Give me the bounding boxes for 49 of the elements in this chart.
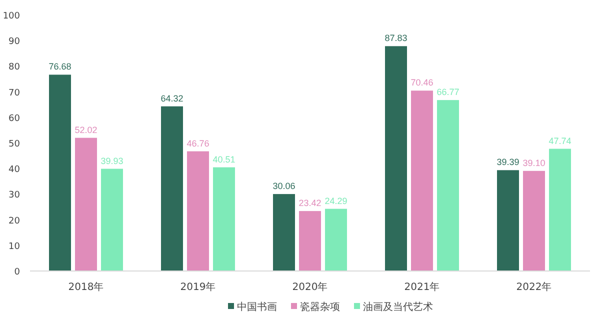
y-tick-label: 10 [8, 242, 20, 252]
bar [75, 138, 97, 271]
bar [49, 74, 71, 271]
text: 39.10 [522, 158, 546, 168]
legend-label: 油画及当代艺术 [363, 301, 433, 313]
legend-label: 中国书画 [237, 301, 277, 313]
x-tick-label: 2018年 [68, 281, 104, 293]
y-tick-label: 60 [8, 114, 20, 124]
text: 39.39 [496, 157, 520, 168]
y-tick-label: 0 [14, 268, 20, 278]
bar [161, 106, 183, 271]
bar [299, 211, 321, 271]
y-tick-label: 20 [8, 216, 20, 226]
text: 47.74 [548, 136, 572, 146]
legend-label: 瓷器杂项 [300, 301, 340, 313]
text: 23.42 [298, 198, 322, 208]
y-tick-label: 90 [8, 37, 20, 48]
bar [411, 90, 433, 271]
bar [325, 208, 347, 271]
bar [497, 170, 519, 271]
y-tick-label: 70 [8, 88, 20, 98]
text: 46.76 [186, 138, 210, 148]
text: 40.51 [212, 154, 236, 164]
x-tick-label: 2019年 [180, 281, 216, 293]
bar [273, 194, 295, 271]
x-tick-label: 2021年 [404, 281, 440, 293]
text: 66.77 [436, 87, 460, 98]
y-tick-label: 80 [8, 62, 20, 73]
text: 30.06 [272, 181, 296, 192]
y-tick-label: 50 [8, 140, 20, 150]
bar [549, 148, 571, 271]
text: 64.32 [160, 93, 184, 104]
bar [101, 168, 123, 271]
text: 87.83 [384, 33, 408, 44]
y-tick-label: 40 [8, 165, 20, 176]
bar [213, 167, 235, 271]
x-tick-label: 2020年 [292, 281, 328, 293]
text: 76.68 [48, 62, 72, 72]
text: 52.02 [74, 124, 98, 135]
bar [523, 170, 545, 271]
bar [437, 100, 459, 271]
bar [385, 46, 407, 271]
bar [187, 151, 209, 271]
text: 24.29 [324, 196, 348, 206]
y-tick-label: 100 [2, 12, 20, 22]
text: 70.46 [410, 78, 434, 88]
x-tick-label: 2022年 [516, 281, 552, 293]
y-tick-label: 30 [8, 190, 20, 201]
text: 39.93 [100, 156, 124, 166]
